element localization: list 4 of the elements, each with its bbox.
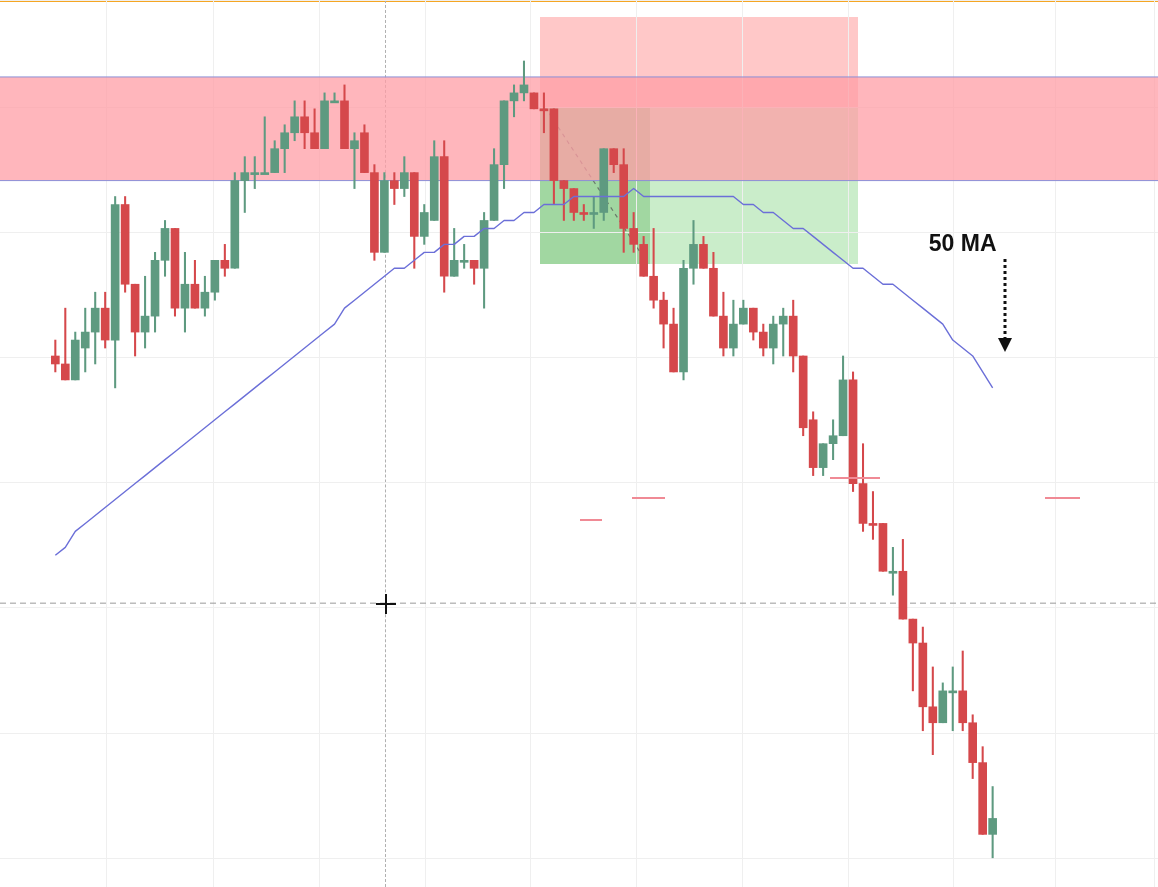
candlestick bbox=[868, 491, 878, 540]
series-label: 50 MA bbox=[928, 229, 997, 256]
candlestick bbox=[350, 132, 359, 189]
candlestick bbox=[888, 547, 898, 596]
